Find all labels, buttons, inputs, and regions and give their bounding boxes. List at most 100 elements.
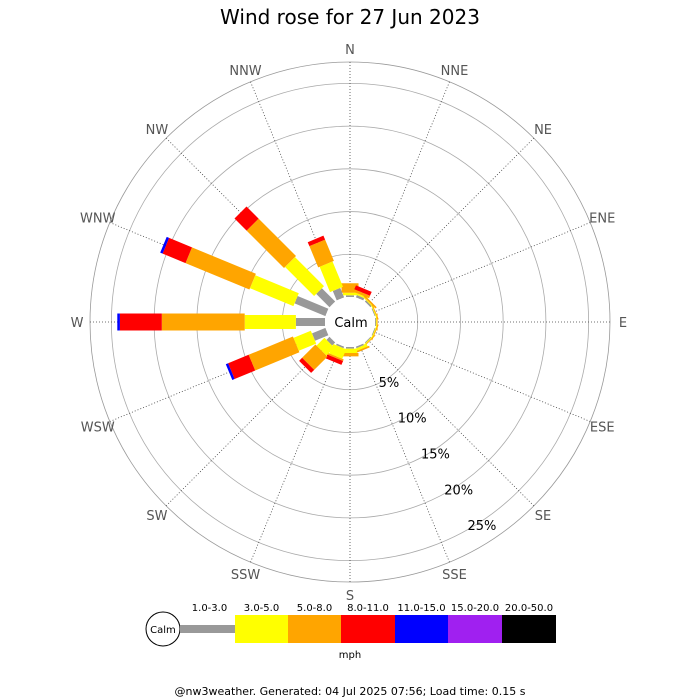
bar-se-bin-1 bbox=[364, 336, 372, 344]
bar-s-bin-3 bbox=[341, 353, 359, 357]
percent-labels: 5% 10% 15% 20% 25% bbox=[379, 376, 497, 534]
direction-label-ssw: SSW bbox=[231, 568, 261, 583]
bar-ene-bin-1 bbox=[371, 308, 376, 317]
percent-label-5: 25% bbox=[468, 519, 497, 534]
direction-label-sse: SSE bbox=[442, 568, 467, 583]
bar-nnw-bin-2 bbox=[319, 261, 343, 293]
spoke-sw bbox=[165, 339, 333, 507]
legend-units: mph bbox=[339, 650, 361, 661]
direction-label-s: S bbox=[346, 589, 354, 604]
direction-label-ene: ENE bbox=[589, 212, 615, 227]
bar-ese-bin-1 bbox=[371, 327, 376, 336]
bar-ese-bin-2 bbox=[371, 325, 378, 339]
direction-label-sw: SW bbox=[146, 509, 167, 524]
bar-sse-bin-1 bbox=[355, 343, 364, 349]
legend-swatch-7 bbox=[502, 615, 556, 643]
bar-sw-bin-3 bbox=[302, 344, 328, 370]
bar-nnw-bin-3 bbox=[309, 239, 334, 268]
bar-wnw-bin-2 bbox=[250, 275, 299, 307]
bar-w-bin-3 bbox=[161, 313, 245, 331]
bar-e-bin-1 bbox=[375, 318, 376, 326]
bar-se-bin-2 bbox=[363, 335, 374, 346]
direction-label-nw: NW bbox=[146, 123, 169, 138]
bar-ssw-bin-1 bbox=[336, 343, 345, 349]
direction-label-w: W bbox=[71, 316, 84, 331]
spoke-ene bbox=[372, 222, 591, 313]
bar-sse-bin-2 bbox=[353, 344, 368, 352]
bar-w-bin-4 bbox=[119, 313, 162, 331]
bar-ssw-bin-4 bbox=[325, 354, 344, 365]
bar-nne-bin-3 bbox=[353, 289, 370, 299]
chart-title: Wind rose for 27 Jun 2023 bbox=[220, 5, 480, 29]
bar-ne-bin-3 bbox=[363, 295, 377, 309]
bar-w-bin-2 bbox=[244, 315, 296, 329]
spoke-se bbox=[367, 339, 535, 507]
legend-swatch-4 bbox=[341, 615, 395, 643]
bar-nnw-bin-4 bbox=[307, 235, 326, 247]
legend-swatch-5 bbox=[395, 615, 448, 643]
bar-w-bin-5 bbox=[117, 313, 120, 331]
bar-wsw-bin-4 bbox=[228, 354, 256, 379]
direction-label-nnw: NNW bbox=[229, 64, 261, 79]
bar-ne-bin-1 bbox=[364, 300, 372, 308]
legend-label-1: 1.0-3.0 bbox=[192, 603, 227, 614]
direction-label-se: SE bbox=[535, 509, 551, 524]
percent-label-1: 5% bbox=[379, 376, 400, 391]
bar-wsw-bin-1 bbox=[312, 327, 329, 341]
bar-nw-bin-3 bbox=[246, 218, 296, 268]
bar-ssw-bin-3 bbox=[327, 352, 344, 361]
bar-wsw-bin-2 bbox=[293, 330, 317, 351]
bar-wnw-bin-5 bbox=[160, 236, 170, 254]
percent-label-2: 10% bbox=[398, 412, 427, 427]
bar-nnw-bin-1 bbox=[332, 287, 345, 301]
calm-circle bbox=[325, 297, 375, 347]
wind-bars bbox=[117, 206, 379, 380]
spoke-nne bbox=[359, 81, 450, 300]
direction-label-ese: ESE bbox=[590, 420, 615, 435]
spoke-ssw bbox=[250, 344, 341, 563]
bar-sw-bin-4 bbox=[299, 357, 315, 373]
calm-circle-group: Calm bbox=[325, 297, 375, 347]
legend-calm-label: Calm bbox=[150, 625, 176, 636]
bar-e-bin-2 bbox=[375, 315, 377, 329]
bar-nne-bin-4 bbox=[354, 285, 372, 296]
bar-nw-bin-1 bbox=[316, 288, 336, 308]
direction-label-wnw: WNW bbox=[80, 212, 116, 227]
bar-wsw-bin-3 bbox=[248, 336, 300, 371]
bar-sw-bin-1 bbox=[326, 336, 336, 346]
speed-legend: Calm 1.0-3.0 3.0-5.0 5.0-8.0 8.0-11.0 11.0-1… bbox=[145, 603, 556, 661]
spoke-sse bbox=[359, 344, 450, 563]
bar-w-bin-1 bbox=[295, 318, 325, 326]
bar-n-bin-2 bbox=[343, 292, 357, 296]
bar-wnw-bin-4 bbox=[162, 237, 192, 264]
bar-wnw-bin-1 bbox=[294, 296, 329, 317]
bar-nne-bin-2 bbox=[354, 292, 368, 300]
calm-label: Calm bbox=[334, 316, 367, 331]
legend-swatch-2 bbox=[235, 615, 288, 643]
direction-label-wsw: WSW bbox=[81, 420, 115, 435]
legend-label-3: 5.0-8.0 bbox=[297, 603, 332, 614]
bar-s-bin-2 bbox=[343, 348, 357, 353]
bar-ene-bin-2 bbox=[371, 305, 378, 319]
bar-sse-bin-3 bbox=[353, 345, 370, 354]
direction-labels: N NNE NE ENE E ESE SE SSE S SSW SW WSW W WNW NW NNW bbox=[71, 43, 628, 604]
legend-label-6: 15.0-20.0 bbox=[451, 603, 499, 614]
legend-swatch-6 bbox=[448, 615, 502, 643]
bar-nne-bin-1 bbox=[355, 295, 365, 301]
bar-wnw-bin-3 bbox=[185, 247, 256, 290]
legend-label-2: 3.0-5.0 bbox=[244, 603, 279, 614]
percent-label-3: 15% bbox=[421, 447, 450, 462]
spoke-ne bbox=[367, 137, 535, 305]
percent-label-4: 20% bbox=[444, 483, 473, 498]
bar-n-bin-1 bbox=[346, 295, 354, 297]
legend-label-5: 11.0-15.0 bbox=[397, 603, 445, 614]
bar-sw-bin-2 bbox=[316, 337, 335, 356]
legend-swatch-1 bbox=[180, 625, 235, 633]
direction-label-ne: NE bbox=[534, 123, 552, 138]
spoke-ese bbox=[372, 331, 591, 422]
legend-label-7: 20.0-50.0 bbox=[505, 603, 553, 614]
legend-label-4: 8.0-11.0 bbox=[347, 603, 389, 614]
bar-wsw-bin-5 bbox=[225, 363, 235, 380]
footer-text: @nw3weather. Generated: 04 Jul 2025 07:5… bbox=[175, 685, 526, 698]
